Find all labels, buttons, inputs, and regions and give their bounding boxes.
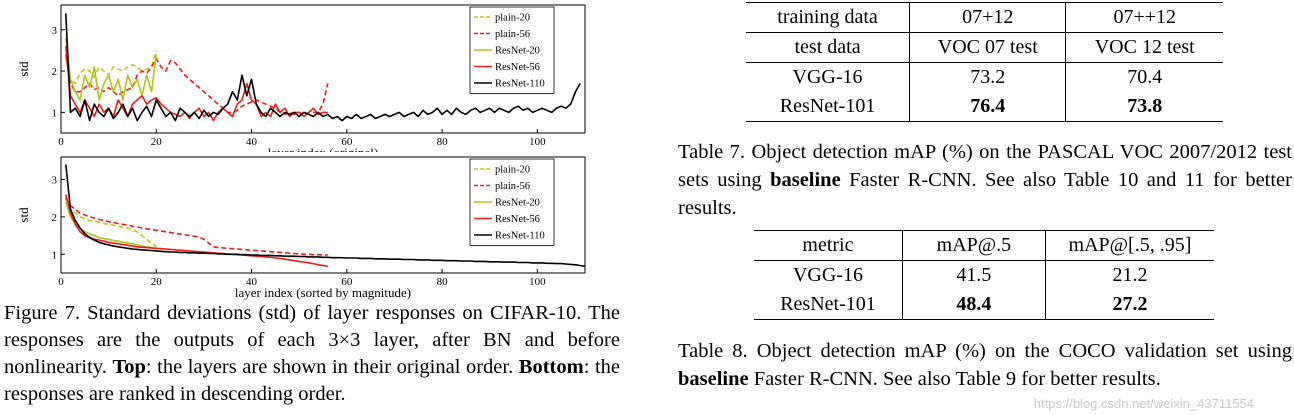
table7-caption-prefix: Table 7. Object detection mAP (%) on the…	[678, 141, 1292, 191]
table7-header-test-a: VOC 07 test	[909, 32, 1067, 63]
watermark-text: https://blog.csdn.net/weixin_43711554	[1033, 396, 1254, 411]
legend-label-plain-20: plain-20	[495, 165, 530, 176]
table8-value: 41.5	[902, 260, 1046, 290]
x-tick-label: 60	[341, 136, 353, 148]
table7-header-test-b: VOC 12 test	[1065, 32, 1223, 63]
series-line-resnet-110	[65, 164, 586, 268]
series-line-resnet-110	[65, 13, 581, 122]
table7-model-resnet: ResNet-101	[746, 92, 911, 122]
table7-value: 73.2	[909, 62, 1067, 92]
table-row: ResNet-101 48.4 27.2	[754, 290, 1214, 320]
series-line-resnet-56	[65, 46, 328, 122]
table-row: ResNet-101 76.4 73.8	[746, 92, 1223, 122]
y-tick-label: 3	[52, 174, 58, 186]
series-line-plain-56	[65, 54, 329, 116]
y-tick-label: 1	[52, 107, 58, 119]
legend-label-plain-56: plain-56	[495, 29, 530, 40]
figure-caption-bottom-label: Bottom	[518, 356, 584, 378]
figure-caption-top-label: Top	[112, 356, 146, 378]
table8-header-b: mAP@[.5, .95]	[1045, 230, 1214, 261]
table7-caption-suffix: Faster R-CNN. See also Table 10 and 11 f…	[678, 169, 1292, 219]
y-tick-label: 1	[52, 249, 58, 261]
x-axis-label: layer index (original)	[268, 145, 378, 152]
table7-value: 76.4	[909, 92, 1067, 122]
x-axis-label: layer index (sorted by magnitude)	[235, 285, 411, 300]
x-tick-label: 20	[151, 136, 163, 148]
table-8: metric mAP@.5 mAP@[.5, .95] VGG-16 41.5 …	[754, 230, 1214, 320]
figure-7-caption: Figure 7. Standard deviations (std) of l…	[4, 300, 620, 408]
y-axis-label: std	[16, 61, 31, 77]
table-7: training data 07+12 07++12 test data VOC…	[746, 2, 1223, 122]
legend-label-plain-56: plain-56	[495, 181, 530, 192]
table7-value: 73.8	[1065, 92, 1223, 122]
table7-header-training-a: 07+12	[909, 2, 1067, 33]
series-line-resnet-20	[65, 37, 158, 101]
table-8-caption: Table 8. Object detection mAP (%) on the…	[678, 337, 1292, 393]
table8-header-metric: metric	[754, 230, 903, 261]
legend-label-resnet-20: ResNet-20	[495, 198, 540, 209]
table8-value: 48.4	[902, 290, 1046, 320]
legend-label-resnet-110: ResNet-110	[495, 231, 545, 242]
x-tick-label: 0	[58, 136, 64, 148]
std-chart-original-order: 0 20 40 60 80 100 1 2 3 layer index (original) std…	[16, 4, 586, 152]
y-axis-label: std	[16, 207, 31, 223]
y-tick-label: 2	[52, 66, 58, 78]
x-tick-label: 100	[529, 276, 546, 288]
table8-header-a: mAP@.5	[902, 230, 1046, 261]
table7-model-vgg: VGG-16	[746, 62, 911, 92]
x-tick-label: 100	[529, 136, 546, 148]
y-tick-label: 3	[52, 25, 58, 37]
legend-label-resnet-56: ResNet-56	[495, 62, 540, 73]
table8-value: 27.2	[1045, 290, 1214, 320]
figure-caption-top-text: : the layers are shown in their original…	[145, 356, 514, 378]
table8-value: 21.2	[1045, 260, 1214, 290]
table8-model-resnet: ResNet-101	[754, 290, 903, 320]
figure-caption-bottom-text: : the responses are ranked in descending…	[4, 356, 621, 405]
x-tick-label: 80	[437, 136, 449, 148]
legend-label-resnet-56: ResNet-56	[495, 214, 540, 225]
table7-header-label-training: training data	[746, 2, 911, 33]
series-line-plain-20	[65, 50, 158, 85]
x-tick-label: 40	[246, 136, 258, 148]
table-row: VGG-16 73.2 70.4	[746, 62, 1223, 92]
series-line-plain-20	[65, 197, 157, 248]
table8-caption-bold: baseline	[678, 368, 749, 390]
y-tick-label: 2	[52, 212, 58, 224]
legend-label-resnet-20: ResNet-20	[495, 46, 540, 57]
x-tick-label: 40	[246, 276, 258, 288]
legend-label-plain-20: plain-20	[495, 13, 530, 24]
table8-caption-prefix: Table 8. Object detection mAP (%) on the…	[678, 340, 1292, 362]
plot-frame	[60, 4, 586, 134]
table7-header-label-test: test data	[746, 32, 911, 63]
series-line-plain-56	[65, 197, 328, 256]
legend-label-resnet-110: ResNet-110	[495, 79, 545, 90]
table7-header-training-b: 07++12	[1065, 2, 1223, 33]
plot-frame	[60, 156, 586, 274]
series-line-resnet-56	[65, 194, 328, 268]
table-7-caption: Table 7. Object detection mAP (%) on the…	[678, 138, 1292, 222]
table-row: VGG-16 41.5 21.2	[754, 260, 1214, 290]
table8-caption-suffix: Faster R-CNN. See also Table 9 for bette…	[748, 368, 1161, 390]
table7-caption-bold: baseline	[770, 169, 841, 191]
x-tick-label: 60	[341, 276, 353, 288]
std-chart-sorted-order: 0 20 40 60 80 100 1 2 3 layer index (sorted by ma…	[16, 156, 586, 300]
x-tick-label: 0	[58, 276, 64, 288]
x-tick-label: 20	[151, 276, 163, 288]
table7-value: 70.4	[1065, 62, 1223, 92]
table8-model-vgg: VGG-16	[754, 260, 903, 290]
x-tick-label: 80	[437, 276, 449, 288]
figure-caption-text: Figure 7. Standard deviations (std) of l…	[4, 302, 620, 378]
